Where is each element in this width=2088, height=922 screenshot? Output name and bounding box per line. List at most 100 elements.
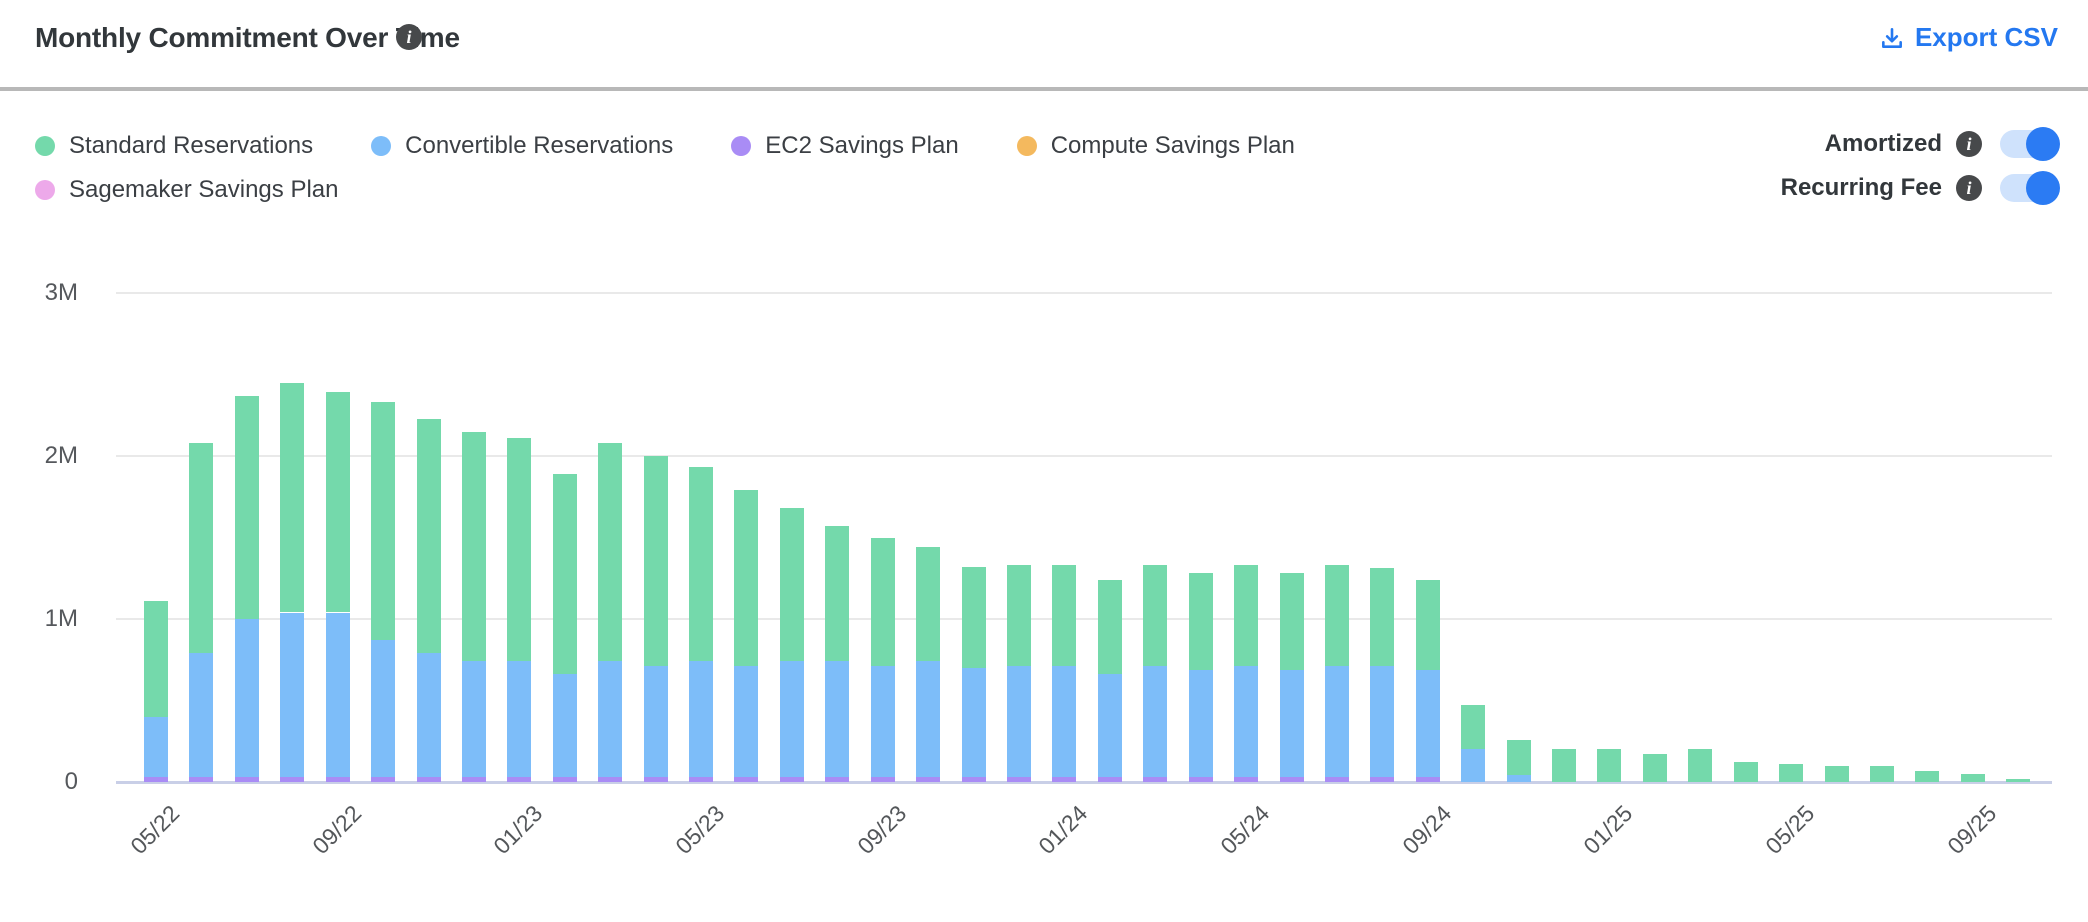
y-axis-tick-label: 0	[64, 768, 78, 795]
bar-09/25[interactable]	[1961, 210, 1985, 782]
bar-segment	[462, 777, 486, 782]
bar-segment	[280, 612, 304, 778]
bar-segment	[644, 777, 668, 782]
bar-segment	[326, 777, 350, 782]
info-icon[interactable]: i	[1956, 131, 1982, 157]
legend-item-standard-reservations[interactable]: Standard Reservations	[35, 132, 313, 160]
legend-item-convertible-reservations[interactable]: Convertible Reservations	[371, 132, 673, 160]
bar-segment	[507, 661, 531, 778]
bar-05/24[interactable]	[1234, 210, 1258, 782]
x-axis-tick-label: 01/24	[1033, 800, 1093, 860]
bar-segment	[1234, 777, 1258, 782]
bar-segment	[144, 716, 168, 778]
bar-11/22[interactable]	[417, 210, 441, 782]
bar-segment	[326, 612, 350, 778]
bar-03/23[interactable]	[598, 210, 622, 782]
bar-segment	[1825, 765, 1849, 782]
recurring-fee-toggle[interactable]	[2000, 171, 2060, 205]
bar-06/25[interactable]	[1825, 210, 1849, 782]
bar-segment	[462, 431, 486, 662]
bar-01/23[interactable]	[507, 210, 531, 782]
bar-08/24[interactable]	[1370, 210, 1394, 782]
bar-10/24[interactable]	[1461, 210, 1485, 782]
y-axis-tick-label: 3M	[44, 279, 78, 306]
bar-segment	[1234, 565, 1258, 667]
bar-10/23[interactable]	[916, 210, 940, 782]
bar-segment	[1734, 762, 1758, 782]
bar-segment	[326, 392, 350, 613]
bar-segment	[417, 418, 441, 654]
bar-01/25[interactable]	[1597, 210, 1621, 782]
bar-09/24[interactable]	[1416, 210, 1440, 782]
bar-06/22[interactable]	[189, 210, 213, 782]
bar-10/25[interactable]	[2006, 210, 2030, 782]
bar-segment	[598, 777, 622, 782]
bar-06/23[interactable]	[734, 210, 758, 782]
amortized-toggle[interactable]	[2000, 127, 2060, 161]
bar-12/22[interactable]	[462, 210, 486, 782]
bar-05/22[interactable]	[144, 210, 168, 782]
bar-07/23[interactable]	[780, 210, 804, 782]
bar-04/25[interactable]	[1734, 210, 1758, 782]
bar-segment	[507, 438, 531, 662]
bar-segment	[235, 619, 259, 778]
bar-segment	[598, 661, 622, 778]
bar-03/25[interactable]	[1688, 210, 1712, 782]
x-axis-tick-label: 05/24	[1215, 800, 1275, 860]
bar-segment	[780, 661, 804, 778]
compute-savings-plan-dot-icon	[1016, 136, 1037, 156]
bar-12/24[interactable]	[1552, 210, 1576, 782]
bar-segment	[1325, 666, 1349, 778]
toggle-knob	[2026, 127, 2060, 161]
bar-segment	[1052, 777, 1076, 782]
x-axis-tick-label: 09/25	[1942, 800, 2002, 860]
header: Monthly Commitment Over Time i Export CS…	[0, 0, 2088, 87]
bar-segment	[189, 653, 213, 778]
bar-06/24[interactable]	[1280, 210, 1304, 782]
info-icon[interactable]: i	[396, 24, 422, 50]
legend-item-compute-savings-plan[interactable]: Compute Savings Plan	[1016, 132, 1295, 160]
bar-12/23[interactable]	[1007, 210, 1031, 782]
export-csv-button[interactable]: Export CSV	[1879, 22, 2058, 53]
bar-segment	[916, 777, 940, 782]
bar-segment	[1143, 666, 1167, 778]
legend-item-label: Convertible Reservations	[405, 132, 674, 159]
bar-02/25[interactable]	[1643, 210, 1667, 782]
bar-07/24[interactable]	[1325, 210, 1349, 782]
bar-04/23[interactable]	[644, 210, 668, 782]
bar-02/24[interactable]	[1098, 210, 1122, 782]
legend-item-label: EC2 Savings Plan	[765, 132, 959, 159]
legend-item-ec2-savings-plan[interactable]: EC2 Savings Plan	[731, 132, 959, 160]
bar-segment	[780, 777, 804, 782]
bar-09/23[interactable]	[871, 210, 895, 782]
bar-segment	[417, 653, 441, 778]
bar-03/24[interactable]	[1143, 210, 1167, 782]
bar-segment	[1280, 573, 1304, 670]
bar-11/23[interactable]	[962, 210, 986, 782]
gridline	[116, 618, 2052, 620]
page-title: Monthly Commitment Over Time	[35, 22, 460, 53]
bar-07/22[interactable]	[235, 210, 259, 782]
bar-05/23[interactable]	[689, 210, 713, 782]
bar-01/24[interactable]	[1052, 210, 1076, 782]
bar-segment	[371, 402, 395, 641]
bar-05/25[interactable]	[1779, 210, 1803, 782]
info-icon[interactable]: i	[1956, 175, 1982, 201]
bar-02/23[interactable]	[553, 210, 577, 782]
x-axis-line	[116, 781, 2052, 784]
bar-07/25[interactable]	[1870, 210, 1894, 782]
bar-08/23[interactable]	[825, 210, 849, 782]
bar-04/24[interactable]	[1189, 210, 1213, 782]
bar-08/22[interactable]	[280, 210, 304, 782]
legend-item-sagemaker-savings-plan[interactable]: Sagemaker Savings Plan	[35, 176, 338, 204]
bar-segment	[1461, 749, 1485, 782]
bar-09/22[interactable]	[326, 210, 350, 782]
bar-10/22[interactable]	[371, 210, 395, 782]
amortized-toggle-label: Amortized	[1824, 130, 1942, 157]
bar-08/25[interactable]	[1915, 210, 1939, 782]
bar-11/24[interactable]	[1507, 210, 1531, 782]
x-axis-tick-label: 05/22	[125, 800, 185, 860]
y-axis-tick-label: 2M	[44, 442, 78, 469]
bar-segment	[734, 777, 758, 782]
bar-segment	[553, 777, 577, 782]
